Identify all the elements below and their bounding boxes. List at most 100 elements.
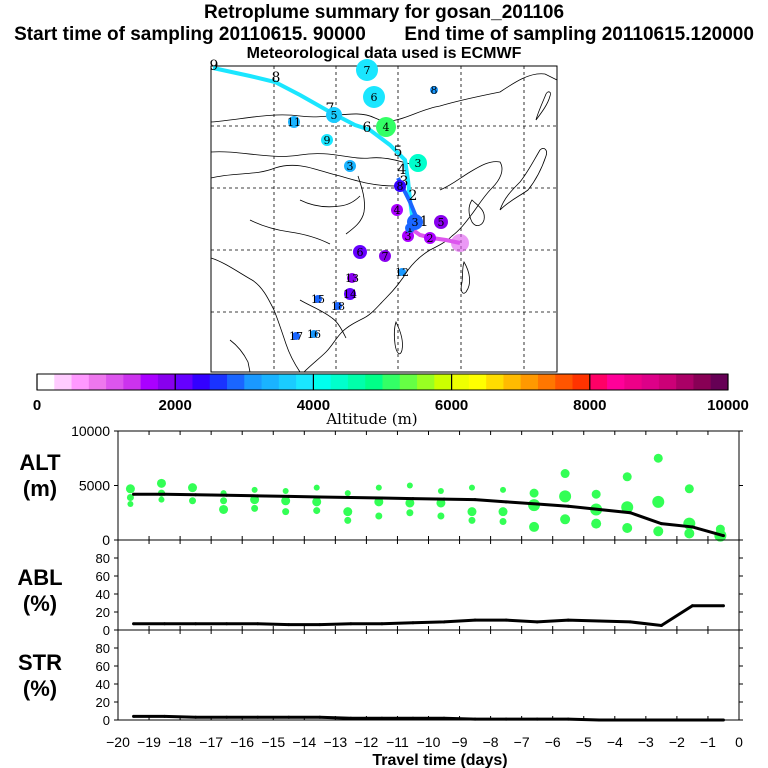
alt-scatter-point <box>529 488 539 498</box>
series-point <box>163 492 167 496</box>
colorbar-swatch <box>313 374 332 390</box>
colorbar-swatch <box>520 374 539 390</box>
day-label: 1 <box>420 214 429 230</box>
series-point <box>349 716 353 720</box>
alt-scatter-point <box>560 514 571 525</box>
series-point <box>132 714 136 718</box>
colorbar-tick-label: 2000 <box>159 397 192 414</box>
colorbar-tick-label: 0 <box>33 397 41 414</box>
series-point <box>628 620 632 624</box>
series-point <box>535 717 539 721</box>
alt-scatter-point <box>250 495 260 505</box>
series-point <box>318 495 322 499</box>
trajectory-map: 9876543217654389113832112151614131718763… <box>210 58 558 373</box>
y-tick-label: 0 <box>103 623 110 638</box>
y-tick-label: 0 <box>103 713 110 728</box>
alt-scatter-point <box>126 493 134 501</box>
cluster-marker <box>407 214 423 230</box>
cluster-marker <box>391 204 403 216</box>
series-point <box>132 622 136 626</box>
alt-scatter-point <box>312 497 322 507</box>
cluster-label: 13 <box>345 272 359 285</box>
x-tick-label: −19 <box>137 734 161 750</box>
alt-scatter-point <box>313 484 320 491</box>
x-tick-label: 0 <box>735 734 743 750</box>
y-tick-label: 10000 <box>71 423 110 439</box>
x-tick-label: −7 <box>514 734 530 750</box>
x-tick-label: −17 <box>199 734 223 750</box>
colorbar-swatch <box>693 374 712 390</box>
cluster-label: 7 <box>382 250 389 263</box>
colorbar-swatch <box>123 374 142 390</box>
series-point <box>473 498 477 502</box>
cluster-marker <box>398 268 406 276</box>
alt-scatter-point <box>219 504 229 514</box>
series-point <box>628 511 632 515</box>
trajectory-markers: 9876543217654389113832112151614131718763… <box>210 58 469 343</box>
panel-frame <box>117 430 740 541</box>
alt-scatter-point <box>684 484 694 494</box>
series-point <box>287 623 291 627</box>
alt-scatter-point <box>591 489 601 499</box>
alt-scatter-point <box>437 512 445 520</box>
cluster-label: 4 <box>394 204 401 217</box>
series-point <box>442 716 446 720</box>
colorbar-swatch <box>503 374 522 390</box>
day-label: 4 <box>398 162 407 178</box>
cluster-label: 3 <box>412 216 419 229</box>
alt-scatter-point <box>405 498 415 508</box>
cluster-marker <box>402 230 414 242</box>
alt-scatter-point <box>468 484 475 491</box>
colorbar-swatch <box>37 374 55 390</box>
series-point <box>194 715 198 719</box>
cluster-label: 7 <box>364 64 371 77</box>
series-point <box>690 718 694 722</box>
cluster-marker <box>409 154 427 172</box>
day-label: 5 <box>394 144 403 160</box>
x-tick-label: −14 <box>292 734 316 750</box>
cluster-label: 17 <box>289 330 303 343</box>
cluster-label: 8 <box>431 84 438 97</box>
x-tick-label: −10 <box>417 734 441 750</box>
cluster-marker <box>326 107 342 123</box>
cluster-label: 2 <box>427 232 434 245</box>
series-point <box>349 495 353 499</box>
series-point <box>411 716 415 720</box>
panel-alt: ALT(m) 0 5000 10000 <box>19 423 743 548</box>
series-point <box>194 493 198 497</box>
series-point <box>690 525 694 529</box>
colorbar-swatch <box>382 374 401 390</box>
alt-scatter-point <box>622 523 633 534</box>
panel-ylabel: ALT <box>19 450 61 475</box>
alt-scatter-point <box>343 507 353 517</box>
panel-frame <box>117 629 740 721</box>
panel-ylabel: (m) <box>23 476 57 501</box>
cluster-marker <box>353 245 367 259</box>
cluster-marker <box>379 250 391 262</box>
alt-scatter-point <box>622 472 632 482</box>
x-tick-label: −15 <box>261 734 285 750</box>
series-point <box>132 492 136 496</box>
map-gridlines <box>211 66 557 372</box>
colorbar-swatch <box>555 374 574 390</box>
series-point <box>318 715 322 719</box>
series-point <box>504 618 508 622</box>
alt-scatter-point <box>653 526 664 537</box>
map-frame <box>210 65 558 373</box>
series-point <box>163 622 167 626</box>
series-point <box>690 604 694 608</box>
y-tick-label: 80 <box>96 551 110 566</box>
x-axis-label: Travel time (days) <box>372 752 507 768</box>
cluster-label: 12 <box>395 266 409 279</box>
x-tick-label: −3 <box>638 734 654 750</box>
alt-scatter-point <box>529 521 540 532</box>
series-point <box>380 496 384 500</box>
x-tick-label: −20 <box>106 734 130 750</box>
cluster-marker <box>310 330 318 338</box>
cluster-marker <box>321 134 333 146</box>
colorbar-swatch <box>330 374 349 390</box>
series-point <box>318 623 322 627</box>
series-point <box>597 619 601 623</box>
x-tick-label: −9 <box>452 734 468 750</box>
